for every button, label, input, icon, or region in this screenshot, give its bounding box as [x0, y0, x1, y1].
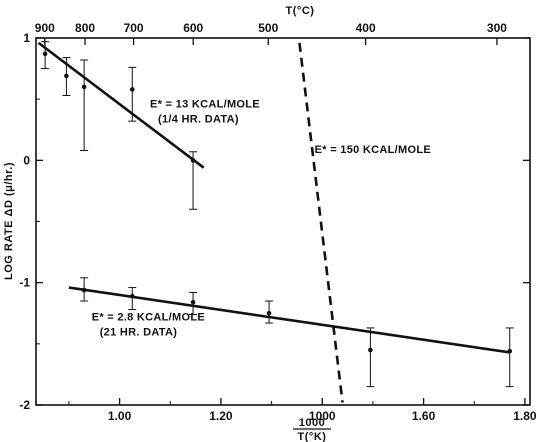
top-axis-title: T(°C) [286, 5, 315, 17]
x-tick-label: 1.20 [209, 409, 233, 423]
y-tick-label: 0 [23, 153, 30, 167]
data-point [42, 51, 48, 57]
data-point [64, 73, 69, 79]
top-tick-label: 300 [487, 21, 507, 35]
top-tick-label: 700 [124, 21, 144, 35]
data-point [368, 347, 373, 353]
top-tick-label: 800 [75, 21, 95, 35]
data-point [129, 87, 135, 92]
annotation-line: E* = 2.8 KCAL/MOLE [92, 312, 205, 324]
data-points [41, 41, 514, 388]
x-tick-label: 1.80 [513, 409, 537, 423]
annotation-subline: (21 HR. DATA) [100, 327, 177, 339]
data-point [266, 310, 272, 316]
top-tick-label: 600 [183, 21, 203, 35]
dashed-line [298, 42, 344, 403]
data-point [81, 84, 87, 90]
fit-line [68, 286, 510, 354]
y-tick-label: 1 [23, 31, 30, 45]
top-tick-label: 500 [258, 21, 278, 35]
y-axis-title: LOG RATE ΔD (μ/hr.) [3, 162, 15, 280]
annotation-line: E* = 150 KCAL/MOLE [315, 144, 431, 156]
top-tick-label: 400 [356, 21, 376, 35]
x-tick-label: 1.00 [108, 409, 132, 423]
plot-frame [35, 37, 531, 406]
fit-lines [37, 41, 510, 403]
axis-tick-labels: 1.00 1.20 1000 1.60 1.80 -2 -1 0 1 900 800 700 600 50… [19, 21, 537, 423]
data-point [129, 293, 135, 299]
y-tick-label: -2 [19, 398, 30, 412]
x-axis-title-denominator: T(°K) [298, 431, 327, 442]
top-tick-label: 900 [35, 21, 55, 35]
annotation-subline: (1/4 HR. DATA) [158, 114, 239, 126]
data-point [190, 158, 196, 163]
y-tick-label: -1 [19, 276, 30, 290]
data-point [81, 287, 87, 293]
x-tick-label: 1000 [309, 409, 336, 423]
data-point [190, 299, 196, 305]
x-tick-label: 1.60 [412, 409, 436, 423]
x-axis-title-numerator: 1000 [299, 417, 325, 429]
annotation-line: E* = 13 KCAL/MOLE [150, 99, 260, 111]
data-point [507, 348, 513, 354]
axis-ticks [36, 37, 530, 406]
annotations: E* = 13 KCAL/MOLE (1/4 HR. DATA) E* = 150 … [92, 99, 431, 339]
